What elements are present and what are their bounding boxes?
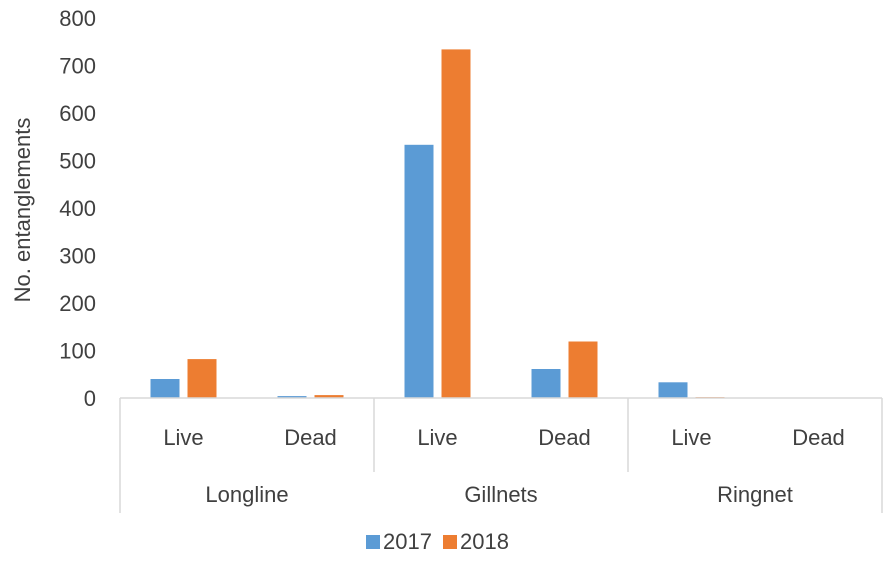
y-tick-label: 700	[59, 54, 96, 79]
y-tick-label: 100	[59, 339, 96, 364]
bar-2018-1	[187, 359, 217, 398]
bar-2017-3	[404, 144, 434, 398]
y-tick-label: 200	[59, 291, 96, 316]
bar-2017-2	[277, 396, 307, 398]
group-label: Gillnets	[464, 482, 537, 507]
x-tick-label: Dead	[284, 425, 337, 450]
bar-2017-1	[150, 379, 180, 398]
x-tick-label: Live	[163, 425, 203, 450]
x-tick-label: Live	[671, 425, 711, 450]
legend-swatch-2018	[443, 535, 457, 549]
y-axis-title: No. entanglements	[10, 118, 35, 303]
y-tick-label: 400	[59, 196, 96, 221]
x-tick-label: Dead	[792, 425, 845, 450]
x-tick-label: Dead	[538, 425, 591, 450]
bars	[150, 49, 725, 399]
group-label: Longline	[205, 482, 288, 507]
bar-2018-3	[441, 49, 471, 399]
y-tick-label: 600	[59, 101, 96, 126]
x-axis: Live Dead Longline Live Dead Gillnets Live Dead…	[119, 397, 883, 513]
x-tick-label: Live	[417, 425, 457, 450]
legend-label: 2017	[383, 529, 432, 554]
bar-2017-5	[658, 382, 688, 398]
legend-swatch-2017	[366, 535, 380, 549]
bar-2018-2	[314, 395, 344, 398]
y-tick-label: 800	[59, 6, 96, 31]
legend: 2017 2018	[366, 529, 509, 554]
bar-2018-4	[568, 341, 598, 398]
legend-label: 2018	[460, 529, 509, 554]
y-tick-labels: 0 100 200 300 400 500 600 700 800	[59, 6, 96, 411]
y-tick-label: 300	[59, 244, 96, 269]
group-label: Ringnet	[717, 482, 793, 507]
y-tick-label: 500	[59, 149, 96, 174]
y-tick-label: 0	[84, 386, 96, 411]
bar-2017-4	[531, 369, 561, 398]
